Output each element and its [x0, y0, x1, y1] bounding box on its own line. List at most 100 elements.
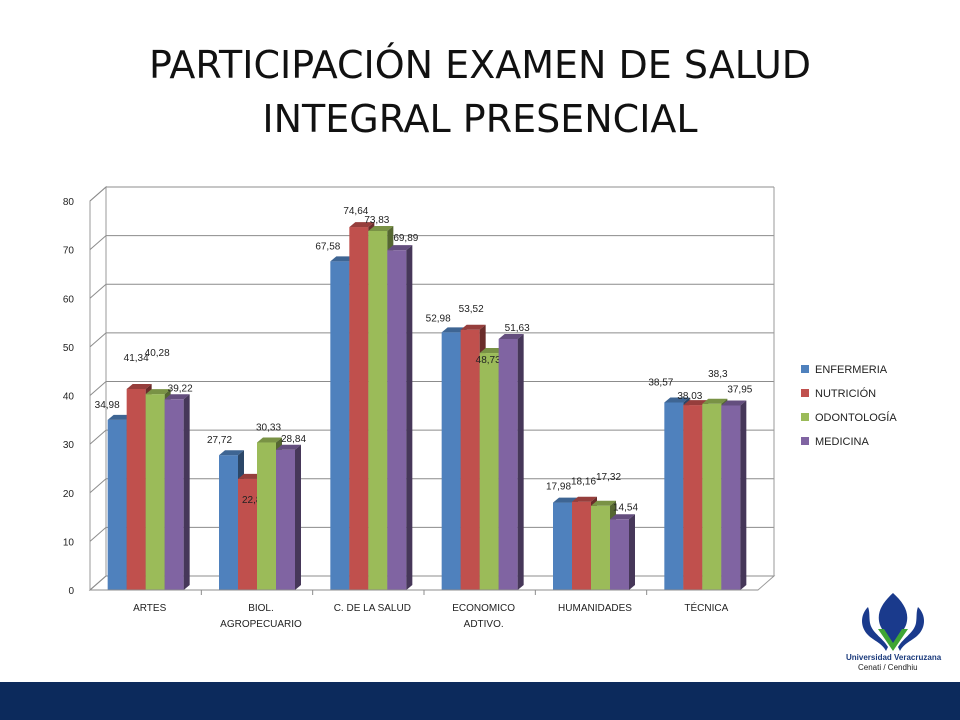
bar-top	[683, 400, 709, 406]
gridline-side	[89, 526, 107, 542]
gridline-side	[89, 332, 107, 348]
bar-top	[238, 473, 263, 479]
data-label: 14,54	[613, 502, 638, 513]
legend-swatch	[801, 365, 809, 373]
logo-department-name: Cenati / Cendhiu	[858, 663, 918, 672]
logo-university-name: Universidad Veracruzana	[846, 653, 942, 662]
bar-front	[591, 505, 610, 590]
bar-top	[498, 333, 524, 339]
bar-front	[479, 353, 499, 590]
bar-top	[553, 497, 578, 503]
data-label: 27,72	[207, 435, 232, 446]
bar-front	[219, 455, 238, 590]
gridline-side	[89, 429, 107, 445]
x-tick-label: AGROPECUARIO	[220, 619, 302, 630]
data-label: 53,52	[459, 304, 484, 315]
gridline-side	[89, 478, 107, 494]
bar-top	[257, 437, 282, 443]
slide-title-line1: PARTICIPACIÓN EXAMEN DE SALUD	[148, 43, 812, 87]
bar-side	[406, 245, 413, 590]
bar-front	[387, 250, 407, 590]
bar-top	[145, 389, 171, 395]
data-label: 41,34	[124, 353, 149, 364]
bar-top	[721, 400, 747, 406]
bar-front	[145, 394, 165, 590]
y-tick-label: 80	[63, 197, 75, 208]
bar-top	[479, 348, 505, 354]
bar-front	[107, 419, 127, 590]
bar-side	[629, 514, 635, 590]
bar-top	[368, 226, 394, 232]
bar-top	[276, 444, 301, 450]
bar-top	[387, 245, 413, 251]
data-label: 38,3	[708, 369, 728, 380]
bar-front	[553, 502, 572, 590]
slide-title-line2: INTEGRAL PRESENCIAL	[262, 97, 698, 141]
bar-top	[330, 256, 356, 262]
bar-front	[664, 402, 684, 590]
data-label: 28,84	[281, 434, 306, 445]
data-label: 17,98	[546, 482, 571, 493]
bar-front	[257, 442, 276, 590]
data-label: 73,83	[364, 215, 389, 226]
bar-top	[591, 500, 616, 506]
legend-label: MEDICINA	[815, 436, 869, 448]
bar-side	[740, 400, 747, 590]
x-tick-label: ARTES	[133, 603, 166, 614]
gridline-side	[89, 186, 107, 202]
bar-top	[664, 397, 690, 403]
data-label: 74,64	[343, 206, 368, 217]
bar-side	[517, 333, 524, 590]
x-tick-label: ADTIVO.	[464, 619, 504, 630]
legend-label: ENFERMERIA	[815, 364, 888, 376]
bar-top	[219, 450, 244, 456]
bar-top	[572, 496, 597, 502]
bar-front	[498, 338, 518, 590]
legend-swatch	[801, 413, 809, 421]
y-tick-label: 70	[63, 246, 75, 257]
y-tick-label: 50	[63, 343, 75, 354]
gridline-side	[89, 283, 107, 299]
bar-side	[183, 394, 190, 590]
bar-top	[460, 324, 486, 330]
gridline-side	[89, 381, 107, 396]
data-label: 18,16	[571, 477, 596, 488]
university-logo-icon	[862, 593, 924, 651]
bar-front	[460, 329, 480, 590]
legend-label: NUTRICIÓN	[815, 387, 876, 400]
data-label: 39,22	[168, 383, 193, 394]
bar-top	[107, 414, 133, 420]
data-label: 40,28	[145, 348, 170, 359]
bar-front	[368, 231, 388, 590]
slide-title: PARTICIPACIÓN EXAMEN DE SALUD INTEGRAL P…	[0, 38, 960, 146]
y-tick-label: 60	[63, 294, 75, 305]
bar-front	[702, 403, 722, 590]
y-tick-label: 20	[63, 489, 75, 500]
bar-front	[721, 405, 741, 590]
bar-front	[683, 405, 703, 590]
x-tick-label: C. DE LA SALUD	[334, 603, 411, 614]
gridline-side	[89, 235, 107, 251]
bar-top	[610, 514, 635, 520]
bar-front	[441, 332, 461, 590]
data-label: 22,85	[242, 495, 267, 506]
bar-front	[610, 519, 629, 590]
bar-top	[349, 222, 375, 228]
data-label: 37,95	[727, 384, 752, 395]
bar-top	[126, 383, 152, 389]
bar-front	[572, 501, 591, 590]
data-label: 34,98	[95, 400, 120, 411]
y-tick-label: 30	[63, 440, 75, 451]
legend-label: ODONTOLOGÍA	[815, 411, 897, 424]
y-tick-label: 10	[63, 537, 75, 548]
bar-front	[126, 388, 146, 590]
data-label: 52,98	[426, 313, 451, 324]
y-tick-label: 40	[63, 392, 75, 403]
bar-front	[330, 261, 350, 590]
data-label: 38,03	[677, 391, 702, 402]
x-tick-label: HUMANIDADES	[558, 603, 632, 614]
data-label: 67,58	[315, 241, 340, 252]
bar-top	[164, 394, 190, 400]
x-tick-label: ECONOMICO	[452, 603, 515, 614]
